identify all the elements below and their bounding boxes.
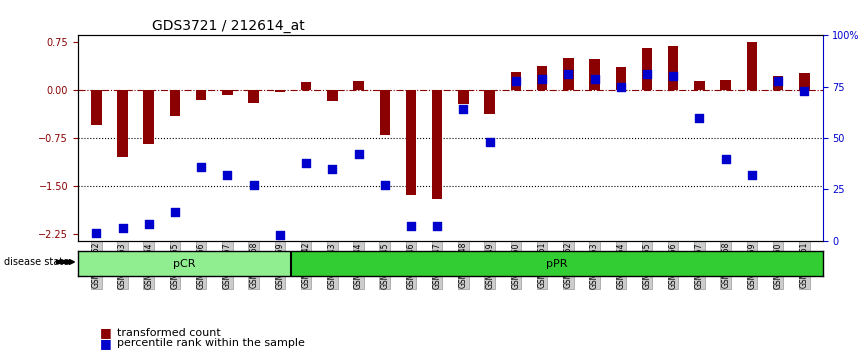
Point (640, 72, 654, 77)
Point (430, 223, 444, 229)
Bar (327, 90, 338, 102)
Point (561, 72, 575, 77)
Bar (144, 90, 154, 144)
Text: ■: ■ (100, 326, 112, 339)
Text: disease state: disease state (4, 257, 69, 267)
Bar (668, 46, 678, 90)
Bar (223, 90, 233, 95)
Bar (170, 90, 180, 116)
Bar (695, 81, 705, 90)
Text: GDS3721 / 212614_at: GDS3721 / 212614_at (152, 19, 305, 33)
Point (378, 182, 391, 188)
Point (509, 78, 523, 84)
Bar (746, 42, 757, 90)
Bar (721, 80, 731, 90)
Point (115, 225, 129, 231)
Bar (772, 76, 784, 90)
Point (666, 74, 680, 79)
Point (588, 76, 602, 81)
Point (168, 209, 182, 215)
Bar (353, 81, 364, 90)
Bar (275, 90, 285, 92)
Bar (616, 68, 626, 90)
Point (719, 156, 733, 161)
Text: pCR: pCR (173, 259, 196, 269)
Point (273, 232, 287, 238)
Point (89, 230, 103, 235)
Bar (484, 90, 494, 114)
Bar (799, 73, 810, 90)
Bar (563, 58, 573, 90)
Text: transformed count: transformed count (117, 328, 221, 338)
Text: pPR: pPR (546, 259, 567, 269)
Bar (301, 82, 312, 90)
Point (142, 222, 156, 227)
Bar (432, 90, 443, 199)
Bar (78, 251, 291, 276)
Bar (458, 90, 469, 104)
Point (194, 164, 208, 170)
Point (535, 76, 549, 81)
Point (745, 172, 759, 178)
Text: percentile rank within the sample: percentile rank within the sample (117, 338, 305, 348)
Bar (196, 90, 206, 99)
Bar (249, 90, 259, 103)
Point (693, 115, 707, 120)
Point (247, 182, 261, 188)
Bar (511, 72, 521, 90)
Bar (589, 59, 600, 90)
Point (326, 166, 339, 172)
Point (352, 152, 365, 157)
Point (456, 107, 470, 112)
Point (772, 78, 785, 84)
Bar (406, 90, 417, 195)
Text: ■: ■ (100, 337, 112, 350)
Bar (537, 65, 547, 90)
Point (614, 84, 628, 90)
Point (798, 88, 811, 94)
Bar (642, 48, 652, 90)
Bar (379, 90, 390, 135)
Bar (117, 90, 128, 157)
Bar (291, 251, 823, 276)
Bar (91, 90, 101, 125)
Point (221, 172, 235, 178)
Point (404, 223, 418, 229)
Point (482, 139, 496, 145)
Point (299, 160, 313, 166)
